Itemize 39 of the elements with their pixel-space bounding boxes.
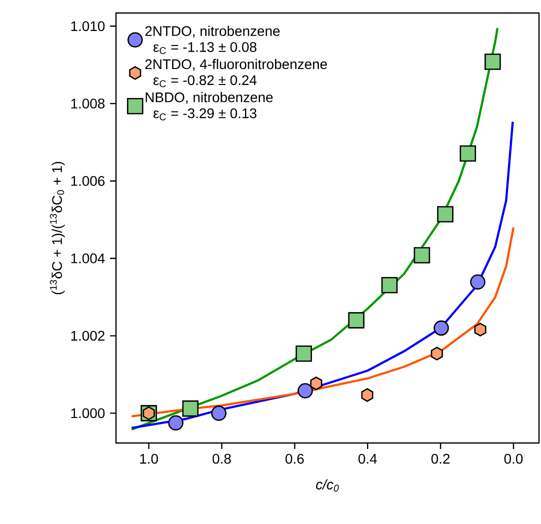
point [460,145,476,162]
x-tick-label: 0.8 [212,454,231,464]
annotation: ε$_{C}$ = -1.13 ± 0.08 [153,42,256,54]
point [434,320,449,336]
y-axis-title: ($^{13}$δC + 1)/($^{13}$δC$_{0}$ + 1) [50,162,65,294]
y-tick-label: 1.006 [71,176,105,186]
point [182,400,199,417]
legend-label: 2NTDO, nitrobenzene [145,26,280,38]
point [298,383,313,398]
x-tick-label: 0.2 [431,454,450,464]
point [348,312,364,328]
y-tick-label: 1.002 [71,330,104,341]
point [361,388,374,402]
line-series [130,26,499,431]
x-axis-title: c/c$_{0}$ [316,479,339,492]
y-tick-label: 1.000 [71,408,105,418]
point [310,376,322,390]
annotation: ε$_{C}$ = -0.82 ± 0.24 [153,75,257,88]
y-tick-label: 1.004 [71,253,105,264]
legend-label: 2NTDO, 4-fluoronitrobenzene [145,58,327,71]
point [470,274,486,290]
x-tick-label: 0.4 [358,454,377,464]
line-series [130,120,514,429]
point [296,345,312,362]
point [381,276,398,294]
annotation: ε$_{C}$ = -3.29 ± 0.13 [153,108,256,120]
point [211,406,226,421]
point [474,322,486,336]
point [168,415,184,431]
point [484,54,501,70]
y-tick-label: 1.010 [71,21,105,32]
point [430,346,443,360]
point [414,247,430,264]
x-tick-label: 1.0 [140,454,158,464]
point [437,206,454,222]
x-tick-label: 0.0 [504,454,523,464]
x-tick-label: 0.6 [286,454,304,464]
legend-label: NBDO, nitrobenzene [146,92,273,104]
y-tick-label: 1.008 [71,98,105,109]
